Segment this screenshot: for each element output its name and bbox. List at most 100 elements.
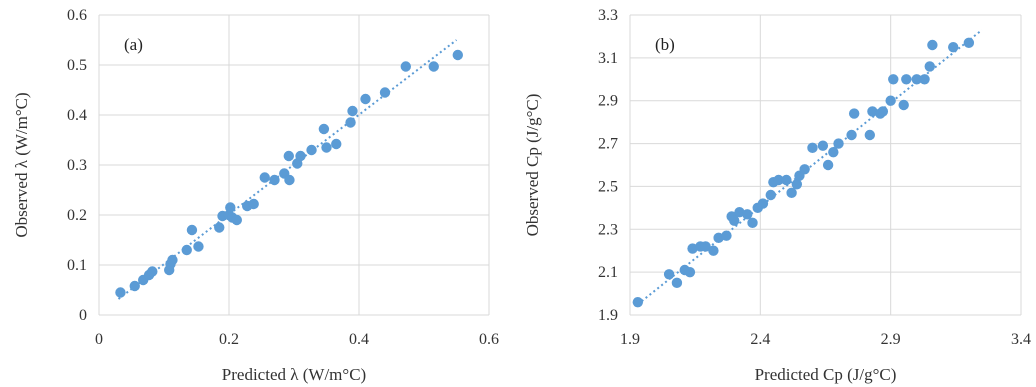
x-tick-label: 0.4: [349, 331, 369, 348]
data-point: [129, 280, 140, 292]
data-point: [919, 74, 930, 85]
y-tick-label: 0.5: [67, 57, 87, 74]
data-point: [700, 241, 711, 252]
data-point: [713, 232, 724, 244]
x-axis-title: Predicted Cp (J/g°C): [755, 365, 897, 384]
data-point: [864, 129, 876, 141]
data-point: [721, 230, 732, 241]
data-point: [757, 198, 769, 209]
y-tick-label: 0.1: [67, 257, 87, 274]
data-point: [877, 106, 889, 117]
data-point: [791, 179, 803, 190]
x-tick-label: 0: [95, 331, 103, 348]
data-point: [963, 37, 975, 49]
x-tick-label: 3.4: [1011, 331, 1031, 348]
data-point: [663, 269, 675, 280]
y-tick-label: 0: [79, 307, 87, 324]
data-point: [822, 159, 834, 171]
data-point: [306, 144, 317, 156]
y-tick-label: 0.3: [67, 157, 87, 174]
data-point: [295, 150, 306, 162]
data-point: [729, 215, 740, 226]
data-point: [786, 187, 797, 199]
data-point: [147, 266, 158, 277]
y-tick-label: 2.3: [598, 221, 618, 238]
y-tick-label: 3.3: [598, 7, 618, 24]
data-point: [321, 142, 332, 153]
data-point: [331, 138, 342, 150]
data-point: [231, 214, 242, 226]
panel-a: 0 0.1 0.2 0.3 0.4 0.5 0.6 0 0.2 0.4 0.6 (a) Predicte…: [12, 7, 499, 384]
y-tick-label: 1.9: [598, 307, 618, 324]
data-point: [846, 129, 857, 141]
data-point: [924, 61, 935, 72]
data-point: [828, 146, 839, 158]
data-point: [259, 172, 270, 183]
data-point: [901, 74, 912, 85]
data-point: [115, 287, 126, 298]
y-tick-label: 2.9: [598, 93, 618, 110]
panel-b: 1.9 2.1 2.3 2.5 2.7 2.9 3.1 3.3 1.9 2.4 2.9 3.4 (b) P…: [523, 7, 1031, 384]
data-point: [684, 266, 696, 278]
y-axis-title: Observed Cp (J/g°C): [523, 94, 542, 237]
x-tick-label: 1.9: [620, 331, 640, 348]
data-point: [765, 189, 776, 201]
data-point: [284, 174, 295, 186]
data-point: [888, 74, 899, 85]
data-point: [283, 150, 294, 162]
data-point: [452, 49, 463, 61]
data-point: [867, 106, 878, 117]
data-point: [181, 244, 192, 256]
data-point: [773, 174, 784, 186]
data-point: [318, 123, 330, 135]
data-point: [225, 202, 236, 213]
x-tick-label: 2.4: [750, 331, 770, 348]
y-tick-label: 0.6: [67, 7, 87, 24]
x-axis-title: Predicted λ (W/m°C): [222, 365, 366, 384]
x-tick-label: 2.9: [881, 331, 901, 348]
data-point: [632, 296, 644, 308]
y-tick-label: 0.2: [67, 207, 87, 224]
data-point: [428, 61, 439, 72]
x-tick-label: 0.6: [479, 331, 499, 348]
data-point: [708, 245, 719, 256]
data-point: [400, 61, 411, 72]
data-point: [799, 164, 810, 175]
data-point: [345, 117, 356, 128]
data-point: [186, 224, 198, 236]
data-point: [817, 140, 829, 151]
data-point: [911, 74, 922, 85]
data-point: [747, 217, 758, 229]
panel-label: (a): [124, 35, 143, 54]
x-tick-label: 0.2: [219, 331, 239, 348]
data-point: [269, 174, 280, 186]
data-point: [214, 222, 225, 233]
data-point: [193, 241, 204, 252]
data-point: [848, 108, 860, 119]
data-point: [898, 99, 909, 111]
y-axis-title: Observed λ (W/m°C): [12, 92, 31, 237]
y-tick-label: 2.5: [598, 178, 618, 195]
data-point: [671, 277, 683, 289]
data-point: [781, 174, 792, 186]
data-point: [948, 41, 959, 53]
data-point: [742, 209, 753, 220]
data-point: [347, 105, 358, 117]
data-point: [687, 243, 698, 254]
data-point: [734, 206, 745, 218]
y-tick-label: 2.1: [598, 264, 618, 281]
data-point: [167, 254, 178, 266]
data-point: [379, 87, 391, 98]
data-point: [360, 93, 371, 105]
data-point: [248, 198, 259, 210]
y-tick-label: 2.7: [598, 136, 618, 153]
data-point: [885, 95, 896, 106]
data-point: [927, 39, 938, 51]
data-point: [833, 138, 844, 149]
panel-label: (b): [655, 35, 675, 54]
data-point: [807, 142, 818, 154]
y-tick-label: 0.4: [67, 107, 87, 124]
y-tick-label: 3.1: [598, 50, 618, 67]
